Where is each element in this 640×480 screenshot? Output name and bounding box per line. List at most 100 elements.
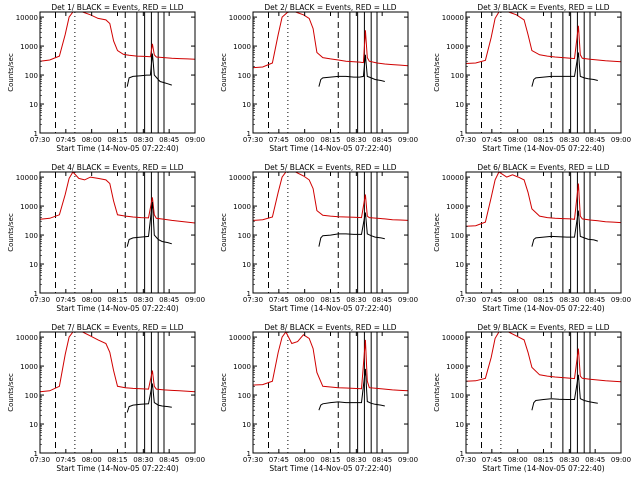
y-tick-label: 1 [460,130,464,138]
y-axis-label: Counts/sec [433,53,441,92]
events-series-line [318,54,385,87]
y-tick-label: 1 [247,450,251,458]
x-tick-label: 09:00 [185,456,205,464]
x-tick-label: 08:30 [346,456,366,464]
x-tick-label: 08:15 [107,456,127,464]
y-tick-label: 100 [451,392,464,400]
y-tick-label: 1000 [446,203,464,211]
lld-series-line [465,331,622,383]
panel-det-2: 1 10 100 1000 10000 07:30 07:45 08:00 08:15 08:30… [220,3,418,153]
panel-det-8: 1 10 100 1000 10000 07:30 07:45 08:00 08:15 08:30… [220,323,418,473]
x-axis-label: Start Time (14-Nov-05 07:22:40) [269,464,391,473]
y-tick-label: 10000 [16,174,38,182]
events-series-line [318,212,385,247]
x-tick-label: 08:15 [320,456,340,464]
y-tick-label: 100 [238,232,251,240]
y-tick-label: 10 [242,101,251,109]
panel-title: Det 2/ BLACK = Events, RED = LLD [264,3,396,12]
x-tick-label: 07:45 [56,136,76,144]
x-tick-label: 08:00 [82,456,102,464]
x-tick-label: 07:45 [56,456,76,464]
x-tick-label: 08:00 [508,136,528,144]
y-axis-label: Counts/sec [7,373,15,412]
panel-title: Det 5/ BLACK = Events, RED = LLD [264,163,396,172]
panel-title: Det 3/ BLACK = Events, RED = LLD [477,3,609,12]
y-tick-label: 1 [34,450,38,458]
x-axis-label: Start Time (14-Nov-05 07:22:40) [269,304,391,313]
y-axis-label: Counts/sec [433,373,441,412]
x-tick-label: 08:45 [372,296,392,304]
panel-title: Det 4/ BLACK = Events, RED = LLD [51,163,183,172]
x-tick-label: 08:30 [346,296,366,304]
events-series-line [126,201,172,247]
x-axis-label: Start Time (14-Nov-05 07:22:40) [269,144,391,153]
x-tick-label: 07:30 [243,456,263,464]
x-tick-label: 08:00 [295,456,315,464]
y-tick-label: 1 [460,450,464,458]
x-tick-label: 07:45 [482,136,502,144]
plot-frame [39,171,196,294]
y-tick-label: 10000 [229,334,251,342]
x-tick-label: 08:00 [508,296,528,304]
x-tick-label: 08:45 [585,136,605,144]
y-tick-label: 1000 [446,363,464,371]
y-tick-label: 1000 [446,43,464,51]
lld-series-line [39,171,196,224]
x-tick-label: 08:15 [107,136,127,144]
x-tick-label: 07:45 [56,296,76,304]
x-axis-label: Start Time (14-Nov-05 07:22:40) [56,144,178,153]
x-tick-label: 07:30 [30,136,50,144]
x-tick-label: 09:00 [611,136,631,144]
plot-frame [252,171,409,294]
panel-det-5: 1 10 100 1000 10000 07:30 07:45 08:00 08:15 08:30… [220,163,418,313]
events-series-line [126,383,172,413]
panel-det-6: 1 10 100 1000 10000 07:30 07:45 08:00 08:15 08:30… [433,163,631,313]
events-series-line [318,368,385,411]
y-tick-label: 10 [29,261,38,269]
y-tick-label: 100 [25,392,38,400]
x-axis-label: Start Time (14-Nov-05 07:22:40) [56,464,178,473]
x-tick-label: 07:30 [456,296,476,304]
x-tick-label: 08:30 [133,136,153,144]
x-tick-label: 09:00 [398,456,418,464]
y-tick-label: 10 [455,101,464,109]
x-tick-label: 08:30 [559,296,579,304]
x-tick-label: 09:00 [398,136,418,144]
y-axis-label: Counts/sec [220,53,228,92]
y-tick-label: 10000 [229,14,251,22]
x-tick-label: 07:30 [243,136,263,144]
x-tick-label: 08:45 [159,136,179,144]
y-tick-label: 1 [34,290,38,298]
panel-title: Det 6/ BLACK = Events, RED = LLD [477,163,609,172]
x-axis-label: Start Time (14-Nov-05 07:22:40) [482,144,604,153]
x-tick-label: 07:30 [243,296,263,304]
x-tick-label: 07:45 [482,456,502,464]
events-series-line [126,53,172,87]
x-tick-label: 07:45 [482,296,502,304]
x-tick-label: 08:45 [585,456,605,464]
plot-frame [39,11,196,134]
y-tick-label: 1 [247,290,251,298]
x-tick-label: 09:00 [185,136,205,144]
x-axis-label: Start Time (14-Nov-05 07:22:40) [56,304,178,313]
x-tick-label: 08:00 [295,136,315,144]
x-tick-label: 07:30 [30,456,50,464]
y-tick-label: 10000 [229,174,251,182]
x-tick-label: 07:30 [30,296,50,304]
y-tick-label: 1000 [20,203,38,211]
y-tick-label: 100 [451,232,464,240]
x-tick-label: 07:45 [269,296,289,304]
plot-frame [252,11,409,134]
y-tick-label: 100 [238,72,251,80]
x-tick-label: 09:00 [185,296,205,304]
y-tick-label: 1 [34,130,38,138]
y-axis-label: Counts/sec [7,53,15,92]
y-axis-label: Counts/sec [433,213,441,252]
events-series-line [531,210,598,247]
x-tick-label: 08:45 [159,296,179,304]
y-tick-label: 10000 [16,14,38,22]
x-tick-label: 08:15 [533,456,553,464]
events-series-line [531,52,598,87]
y-tick-label: 1 [460,290,464,298]
y-tick-label: 10 [455,261,464,269]
